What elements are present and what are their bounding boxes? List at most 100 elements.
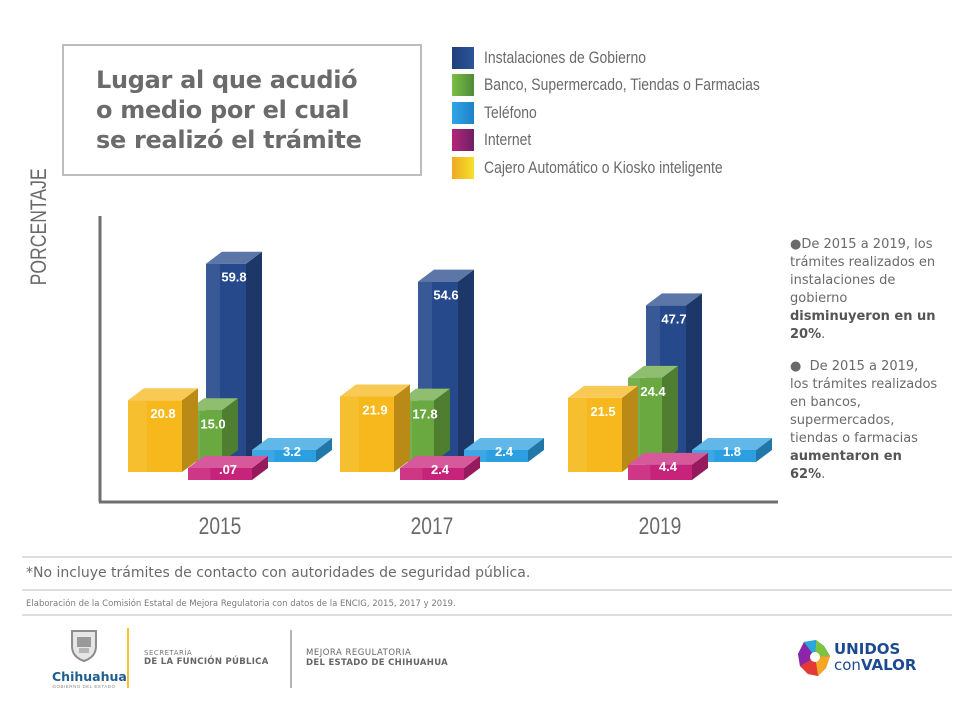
legend-swatch-cajero — [452, 156, 474, 179]
bar-top — [400, 388, 450, 401]
legend-label: Internet — [484, 130, 532, 150]
legend-label: Instalaciones de Gobierno — [484, 47, 646, 67]
legend-label: Banco, Supermercado, Tiendas o Farmacias — [484, 75, 760, 95]
bar-highlight — [568, 397, 587, 472]
bar-value-label: 47.7 — [661, 311, 686, 326]
mejora-line2: DEL ESTADO DE CHIHUAHUA — [306, 658, 449, 668]
legend-swatch-telefono — [452, 101, 474, 124]
divider — [22, 556, 952, 558]
secretaria-line2: DE LA FUNCIÓN PÚBLICA — [144, 657, 269, 667]
con-text: con — [834, 656, 861, 674]
bullet-icon: ● — [790, 237, 802, 252]
bar-top — [128, 388, 198, 401]
bar-top — [188, 398, 238, 411]
bar-top — [188, 456, 268, 468]
valor-text: VALOR — [860, 656, 917, 674]
note-bancos: ● De 2015 a 2019, los trámites realizado… — [790, 358, 940, 484]
bar-value-label: 3.2 — [283, 444, 301, 459]
bar-side — [222, 398, 238, 462]
note-end: . — [821, 467, 826, 482]
secretaria-line1: SECRETARÍA — [144, 649, 193, 657]
bar-value-label: 17.8 — [412, 407, 437, 422]
bar-highlight — [628, 464, 651, 480]
bar-side — [662, 365, 678, 462]
x-tick-label: 2015 — [199, 512, 242, 540]
bar-side — [458, 269, 474, 470]
bar-top — [628, 452, 708, 465]
con-valor-text: conVALOR — [834, 656, 916, 674]
bar-highlight — [188, 468, 211, 480]
bar-top — [418, 269, 474, 282]
bar-value-label: 24.4 — [640, 384, 666, 399]
bar-side — [316, 438, 332, 462]
legend-item-banco: Banco, Supermercado, Tiendas o Farmacias — [452, 72, 820, 100]
bar-top — [646, 293, 702, 306]
bar-top — [400, 456, 480, 468]
bullet-icon: ● — [790, 359, 810, 374]
note-text: De 2015 a 2019, los trámites realizados … — [790, 237, 936, 306]
separator-yellow — [127, 628, 129, 688]
bar-side — [692, 452, 708, 480]
legend-swatch-internet — [452, 129, 474, 152]
bar-value-label: .07 — [219, 462, 237, 477]
bar-top — [568, 385, 638, 398]
footnote: *No incluye trámites de contacto con aut… — [26, 565, 531, 581]
bar-chart: 59.8 15.0 20.8 3.2 .07 2015 54.6 17.8 21.9 2.4 2.4… — [98, 216, 778, 540]
mejora-regulatoria-logo: MEJORA REGULATORIA DEL ESTADO DE CHIHUAH… — [306, 648, 448, 668]
bar-value-label: 21.5 — [590, 404, 615, 419]
bar-highlight — [128, 400, 147, 472]
legend-swatch-gobierno — [452, 46, 474, 69]
chihuahua-logo: Chihuahua GOBIERNO DEL ESTADO — [52, 628, 127, 689]
legend-item-cajero: Cajero Automático o Kiosko inteligente — [452, 154, 820, 182]
separator-gray — [290, 630, 292, 688]
bar-top — [252, 438, 332, 450]
legend-label: Teléfono — [484, 102, 537, 122]
note-highlight: aumentaron en 62% — [790, 449, 902, 482]
legend-item-telefono: Teléfono — [452, 99, 820, 127]
bar-side — [686, 293, 702, 470]
bar-value-label: 20.8 — [150, 406, 175, 421]
note-highlight: disminuyeron en un 20% — [790, 309, 936, 342]
note-end: . — [821, 327, 826, 342]
x-tick-label: 2019 — [639, 512, 682, 540]
notes-panel: ●De 2015 a 2019, los trámites realizados… — [790, 236, 940, 498]
bar-value-label: 2.4 — [431, 462, 450, 477]
divider — [22, 589, 952, 591]
bar-side — [394, 384, 410, 472]
bar-top — [206, 251, 262, 264]
legend-swatch-banco — [452, 74, 474, 97]
legend-item-internet: Internet — [452, 127, 820, 155]
bar-side — [434, 388, 450, 462]
bar-side — [756, 438, 772, 462]
note-gobierno: ●De 2015 a 2019, los trámites realizados… — [790, 236, 940, 344]
bar-value-label: 1.8 — [723, 444, 741, 459]
x-tick-label: 2017 — [411, 512, 454, 540]
bar-top — [464, 438, 544, 450]
secretaria-logo: SECRETARÍA DE LA FUNCIÓN PÚBLICA — [144, 649, 269, 667]
divider — [22, 614, 952, 616]
bar-value-label: 54.6 — [433, 288, 458, 303]
bar-top — [692, 438, 772, 450]
bar-side — [246, 251, 262, 470]
legend-label: Cajero Automático o Kiosko inteligente — [484, 157, 723, 177]
note-text: De 2015 a 2019, los trámites realizados … — [790, 359, 938, 446]
bar-side — [464, 456, 480, 480]
bar-top — [340, 384, 410, 397]
legend: Instalaciones de Gobierno Banco, Superme… — [452, 44, 820, 182]
bar-value-label: 2.4 — [495, 444, 514, 459]
bar-highlight — [400, 468, 423, 480]
mejora-line1: MEJORA REGULATORIA — [306, 648, 412, 658]
bar-highlight — [340, 396, 359, 472]
unidos-text: UNIDOS — [834, 640, 901, 658]
chihuahua-name: Chihuahua — [52, 669, 127, 684]
colorful-map-icon — [798, 640, 830, 676]
bar-side — [528, 438, 544, 462]
chihuahua-subtitle: GOBIERNO DEL ESTADO — [52, 684, 116, 689]
source-note: Elaboración de la Comisión Estatal de Me… — [26, 599, 456, 609]
chart-title: Lugar al que acudió o medio por el cual … — [96, 66, 362, 154]
bar-side — [252, 456, 268, 480]
bar-value-label: 4.4 — [659, 459, 678, 474]
bar-top — [628, 365, 678, 378]
bar-side — [182, 388, 198, 472]
shield-icon — [71, 630, 97, 663]
